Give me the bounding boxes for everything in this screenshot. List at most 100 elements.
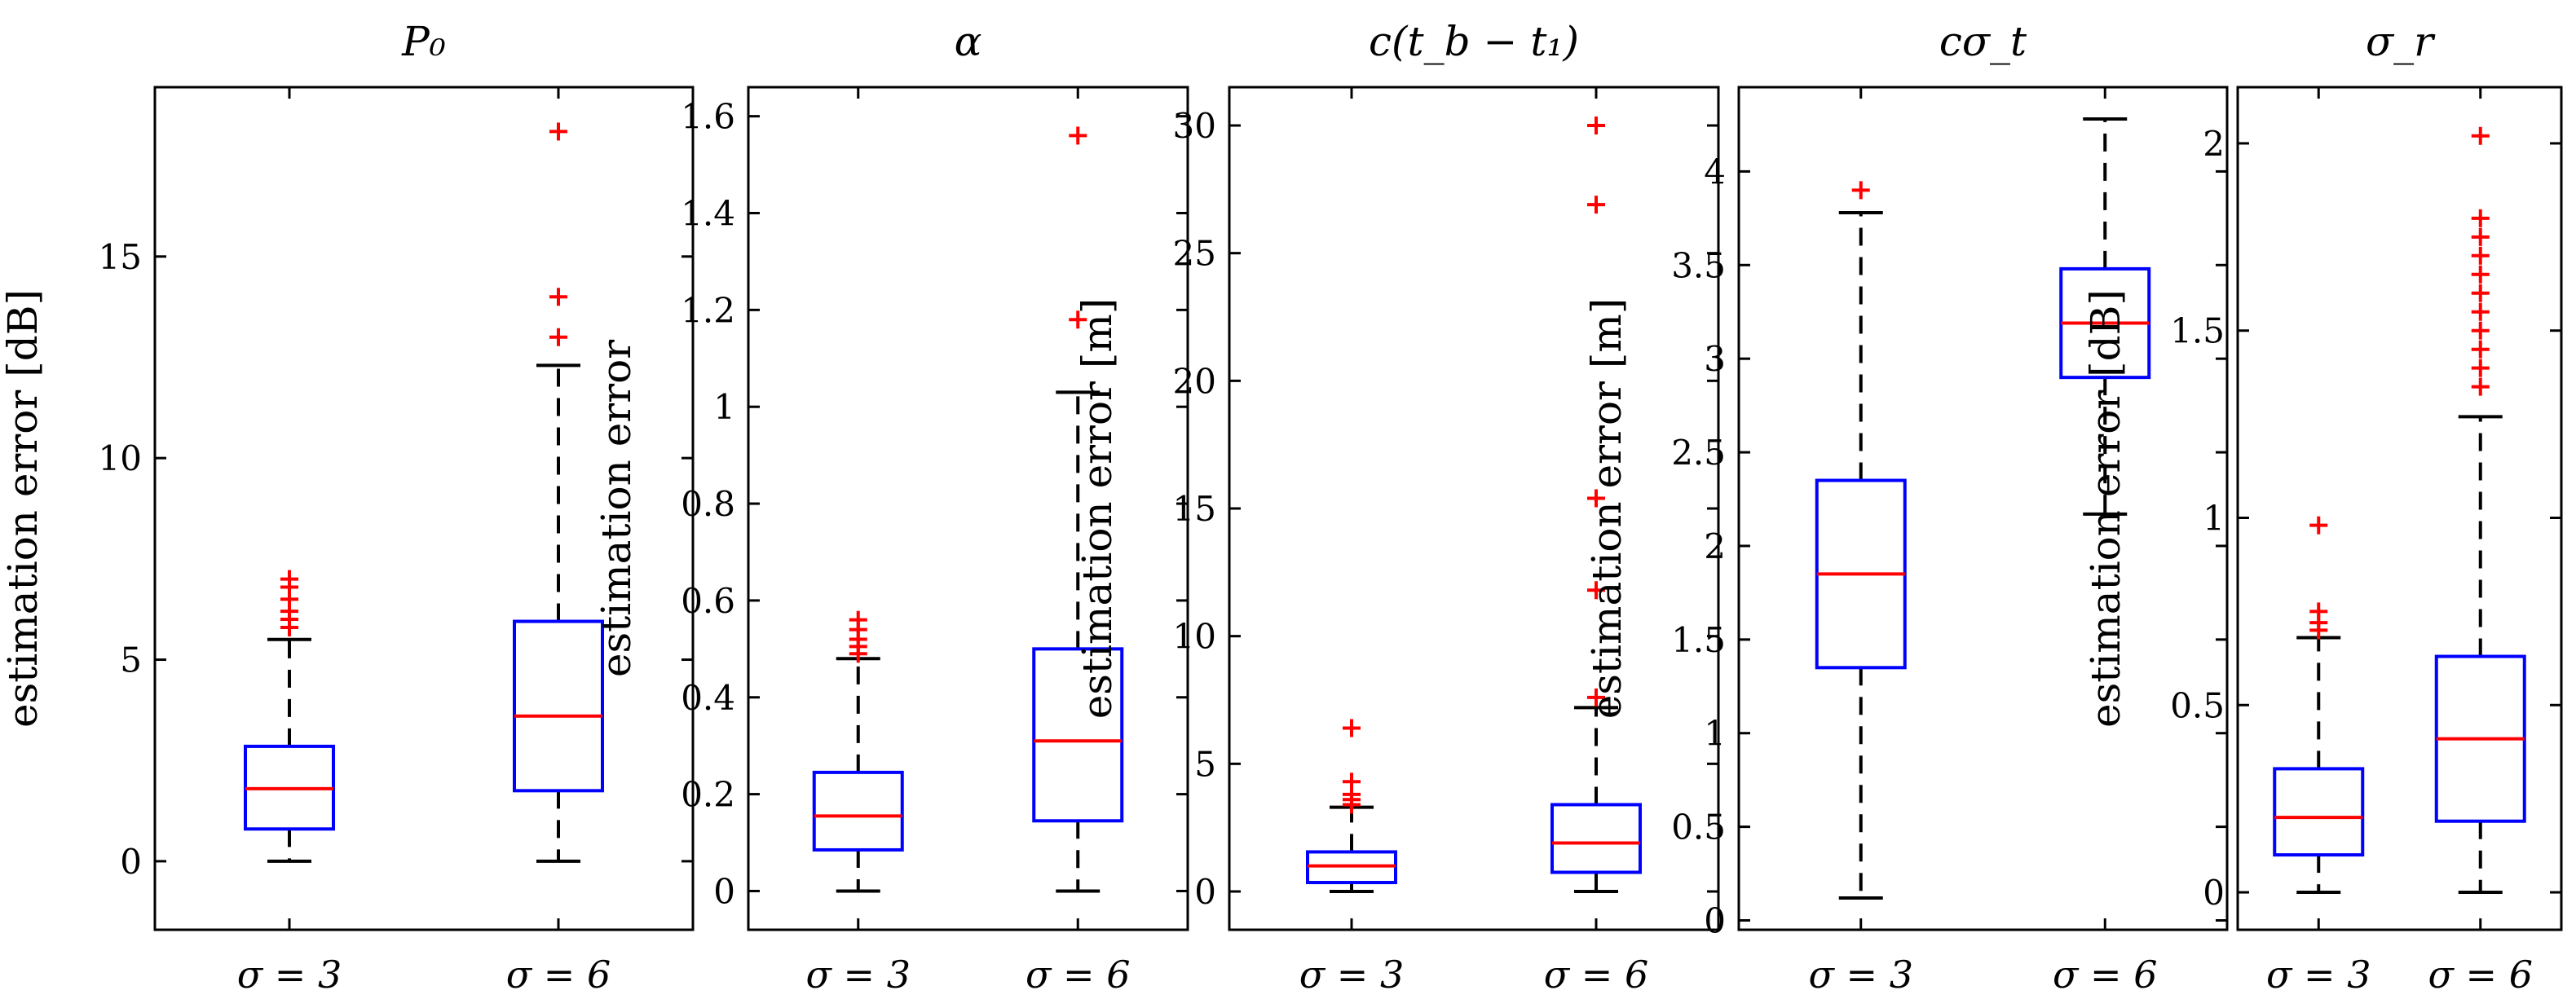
y-tick-label: 25 (1173, 234, 1216, 274)
outlier-marker (1587, 117, 1605, 134)
iqr-box (2273, 767, 2365, 857)
panel-c-tb-t1: 0 5 10 15 20 25 30 σ = 3 σ = 6 c(t_b − t₁) estimat… (1074, 18, 1720, 997)
y-tick-label: 1 (1704, 714, 1726, 754)
outlier-marker (2471, 126, 2490, 145)
axes-frame (1737, 86, 2229, 931)
axes-frame (2236, 86, 2563, 931)
y-tick-label: 5 (120, 640, 142, 680)
outlier-marker (1343, 773, 1361, 791)
y-tick-label: 1.5 (1671, 620, 1726, 660)
iqr-box (1032, 647, 1124, 823)
y-tick-label: 1.2 (681, 290, 735, 330)
outlier-marker (2471, 302, 2490, 321)
y-axis-label: estimation error [m] (1074, 298, 1121, 720)
box-group (812, 610, 904, 893)
box-group (2059, 117, 2151, 516)
y-tick-label: 15 (99, 237, 142, 277)
outlier-marker (549, 288, 567, 306)
y-axis-label: estimation error (593, 340, 640, 677)
y-tick-label: 2 (2203, 124, 2225, 164)
box-group (2434, 126, 2526, 895)
box-group (2273, 516, 2365, 895)
y-tick-label: 1.4 (681, 194, 735, 234)
outlier-marker (1587, 489, 1605, 508)
outlier-marker (1343, 719, 1361, 737)
x-tick-label: σ = 6 (1544, 953, 1648, 997)
outlier-marker (2471, 265, 2490, 284)
y-tick-label: 0.5 (2170, 685, 2225, 725)
y-tick-label: 3 (1704, 339, 1726, 379)
panel-alpha: 0 0.2 0.4 0.6 0.8 1 1.2 1.4 1.6 σ = 3 σ = 6 α estima… (593, 18, 1189, 997)
panel-title: α (955, 18, 982, 65)
outlier-marker (2309, 516, 2328, 535)
y-tick-label: 3.5 (1671, 245, 1726, 285)
y-tick-label: 0 (1194, 872, 1216, 912)
y-tick-label: 15 (1173, 489, 1216, 529)
outlier-marker (2471, 227, 2490, 246)
x-tick-label: σ = 3 (806, 953, 911, 997)
y-tick-label: 0.6 (681, 581, 735, 621)
y-axis-label: estimation error [m] (1583, 298, 1630, 720)
panel-c-sigma-t: 0 0.5 1 1.5 2 2.5 3 3.5 4 σ = 3 σ = 6 cσ_t estimatio… (1583, 18, 2229, 997)
y-tick-label: 1.6 (681, 97, 735, 137)
panel-sigma-r: 0 0.5 1 1.5 2 σ = 3 σ = 6 σ_r estimation error [… (2082, 18, 2563, 997)
outlier-marker (1587, 688, 1605, 706)
outlier-marker (2471, 359, 2490, 377)
y-tick-label: 2 (1704, 526, 1726, 566)
box-group (244, 570, 335, 863)
panel-title: P₀ (401, 18, 446, 65)
outlier-marker (549, 328, 567, 346)
x-tick-label: σ = 3 (1809, 953, 1913, 997)
x-tick-label: σ = 3 (237, 953, 342, 997)
y-tick-label: 0 (713, 871, 735, 911)
axes-frame (747, 86, 1189, 931)
iqr-box (812, 770, 904, 852)
outlier-marker (1587, 581, 1605, 600)
y-tick-label: 1.5 (2170, 311, 2225, 351)
y-tick-label: 0.4 (681, 678, 735, 718)
axes-frame (153, 86, 695, 931)
y-tick-label: 30 (1173, 106, 1216, 146)
y-tick-label: 0 (2203, 873, 2225, 913)
iqr-box (513, 619, 604, 793)
outlier-marker (1587, 196, 1605, 214)
outlier-marker (1069, 310, 1087, 329)
box-group (1815, 181, 1907, 900)
outlier-marker (2471, 246, 2490, 265)
y-tick-label: 0 (120, 842, 142, 882)
box-group (1550, 117, 1642, 893)
y-tick-label: 10 (1173, 617, 1216, 657)
outlier-marker (2471, 321, 2490, 340)
y-tick-label: 5 (1194, 744, 1216, 784)
y-tick-label: 4 (1704, 152, 1726, 191)
x-tick-label: σ = 3 (1299, 953, 1404, 997)
y-tick-label: 0 (1704, 901, 1726, 941)
y-tick-label: 1 (2203, 498, 2225, 538)
outlier-marker (849, 610, 867, 629)
y-tick-label: 0.8 (681, 484, 735, 524)
y-tick-label: 0.5 (1671, 808, 1726, 847)
box-group (513, 122, 604, 863)
y-tick-label: 1 (713, 387, 735, 427)
panel-title: cσ_t (1939, 18, 2027, 65)
outlier-marker (2471, 209, 2490, 227)
outlier-marker (1069, 126, 1087, 145)
panel-title: σ_r (2366, 18, 2436, 65)
outlier-marker (549, 122, 567, 141)
outlier-marker (2471, 377, 2490, 396)
outlier-marker (2471, 340, 2490, 359)
outlier-marker (280, 570, 298, 588)
axes-frame (1228, 86, 1720, 931)
box-group (1306, 719, 1397, 893)
x-tick-label: σ = 6 (1026, 953, 1130, 997)
iqr-box (1550, 803, 1642, 874)
y-tick-label: 10 (99, 438, 142, 478)
y-tick-label: 0.2 (681, 775, 735, 815)
y-axis-label: estimation error [dB] (0, 289, 46, 728)
outlier-marker (1851, 181, 1870, 200)
panel-p0: 0 5 10 15 σ = 3 σ = 6 P₀ estimation error [dB] (0, 18, 695, 997)
x-tick-label: σ = 3 (2266, 953, 2371, 997)
panel-title: c(t_b − t₁) (1369, 18, 1579, 65)
box-group (1032, 126, 1124, 893)
